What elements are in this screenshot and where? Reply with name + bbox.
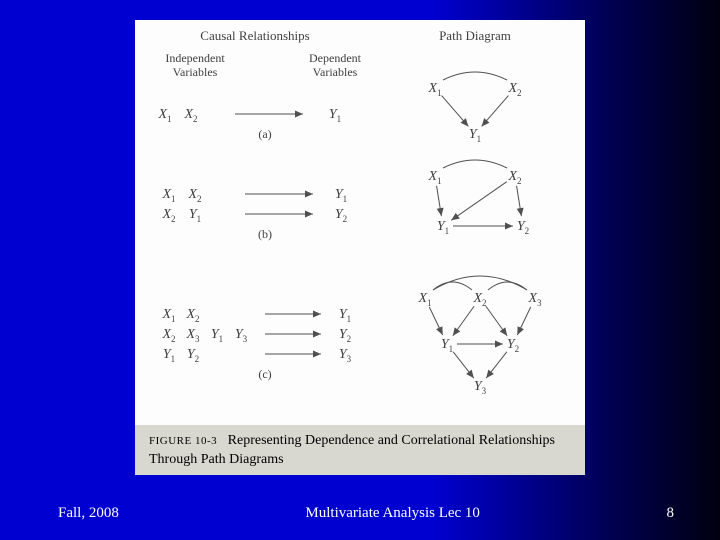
- svg-text:Y1: Y1: [329, 107, 341, 124]
- svg-text:(a): (a): [258, 127, 271, 141]
- path-diagram-svg: Causal Relationships Path Diagram Independ…: [135, 20, 585, 425]
- svg-text:X1: X1: [161, 187, 175, 204]
- slide-footer: Fall, 2008 Multivariate Analysis Lec 10 …: [0, 505, 720, 522]
- svg-text:Y2: Y2: [517, 219, 529, 236]
- figure-container: Causal Relationships Path Diagram Independ…: [135, 20, 585, 475]
- figure-caption: FIGURE 10-3 Representing Dependence and …: [135, 425, 585, 475]
- svg-text:X2: X2: [507, 81, 521, 98]
- svg-text:X1: X1: [157, 107, 171, 124]
- svg-text:Dependent: Dependent: [309, 51, 362, 65]
- footer-right: 8: [666, 505, 674, 522]
- svg-text:Y1: Y1: [189, 207, 201, 224]
- figure-number: FIGURE 10-3: [149, 435, 217, 447]
- svg-text:Y2: Y2: [507, 337, 519, 354]
- svg-text:X3: X3: [185, 327, 200, 344]
- footer-center: Multivariate Analysis Lec 10: [305, 505, 480, 522]
- svg-text:Y1: Y1: [163, 347, 175, 364]
- svg-text:X2: X2: [161, 327, 175, 344]
- svg-text:Y1: Y1: [441, 337, 453, 354]
- svg-text:Causal Relationships: Causal Relationships: [200, 28, 309, 43]
- svg-text:Variables: Variables: [313, 65, 358, 79]
- svg-text:Y1: Y1: [335, 187, 347, 204]
- svg-text:Y1: Y1: [211, 327, 223, 344]
- svg-text:X2: X2: [187, 187, 201, 204]
- footer-left: Fall, 2008: [58, 505, 119, 522]
- svg-text:X2: X2: [183, 107, 197, 124]
- svg-text:Y2: Y2: [335, 207, 347, 224]
- svg-text:(c): (c): [258, 367, 271, 381]
- svg-text:Independent: Independent: [165, 51, 225, 65]
- svg-text:X1: X1: [427, 169, 441, 186]
- svg-text:Y1: Y1: [437, 219, 449, 236]
- svg-text:X2: X2: [507, 169, 521, 186]
- svg-text:X1: X1: [427, 81, 441, 98]
- svg-text:Y1: Y1: [339, 307, 351, 324]
- svg-text:X2: X2: [161, 207, 175, 224]
- svg-text:Y3: Y3: [474, 379, 487, 396]
- svg-text:X2: X2: [472, 291, 486, 308]
- svg-text:X3: X3: [527, 291, 542, 308]
- svg-text:Y2: Y2: [187, 347, 199, 364]
- svg-text:X1: X1: [417, 291, 431, 308]
- svg-text:Y1: Y1: [469, 127, 481, 144]
- svg-text:Y2: Y2: [339, 327, 351, 344]
- svg-text:X2: X2: [185, 307, 199, 324]
- svg-text:X1: X1: [161, 307, 175, 324]
- svg-text:(b): (b): [258, 227, 272, 241]
- svg-text:Variables: Variables: [173, 65, 218, 79]
- svg-text:Y3: Y3: [235, 327, 248, 344]
- svg-text:Path Diagram: Path Diagram: [439, 28, 511, 43]
- svg-text:Y3: Y3: [339, 347, 352, 364]
